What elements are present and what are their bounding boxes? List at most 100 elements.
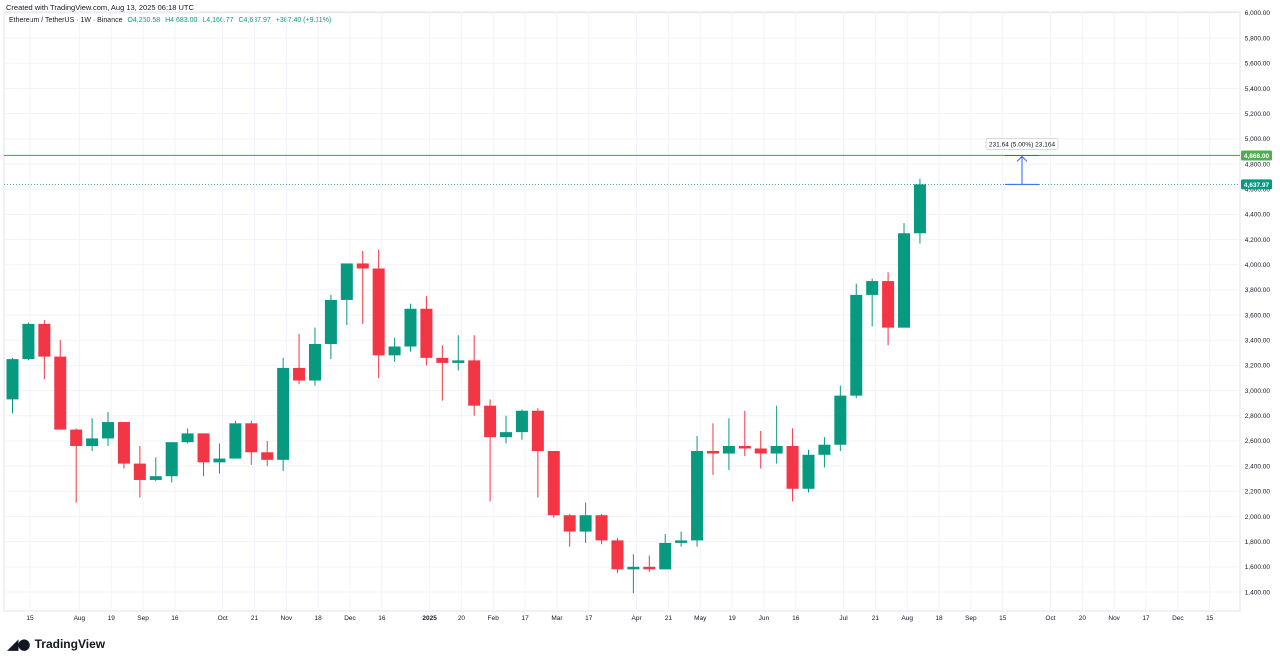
candle-body	[468, 360, 481, 406]
candle-body	[372, 268, 385, 356]
candle	[770, 405, 783, 464]
measure-label: 231.64 (5.00%) 23,164	[989, 141, 1056, 148]
candle-body	[229, 423, 242, 459]
candle-body	[102, 422, 115, 439]
candle	[850, 283, 863, 399]
candle	[388, 337, 401, 362]
time-tick-label: Nov	[281, 615, 293, 622]
candle	[882, 272, 895, 346]
candle-body	[6, 359, 19, 400]
time-tick-label: 15	[999, 615, 1007, 622]
symbol-name[interactable]: Ethereum / TetherUS · 1W · Binance	[9, 17, 123, 24]
candle	[324, 294, 337, 360]
candle-body	[165, 442, 178, 477]
candle-body	[786, 445, 799, 489]
time-tick-label: 21	[251, 615, 259, 622]
candle-body	[324, 299, 337, 345]
time-tick-label: Jun	[759, 615, 770, 622]
candle-body	[340, 263, 353, 300]
time-tick-label: 15	[26, 615, 34, 622]
price-tick-label: 2,200.00	[1245, 489, 1271, 496]
time-tick-label: 17	[1142, 615, 1150, 622]
time-tick-label: 21	[665, 615, 673, 622]
candle	[308, 327, 321, 386]
candle	[802, 449, 815, 493]
candle-body	[770, 445, 783, 454]
candle-body	[181, 433, 194, 443]
candle-body	[261, 452, 274, 460]
candle	[722, 418, 735, 470]
candle-body	[22, 323, 35, 360]
candle	[547, 451, 560, 518]
candle-body	[802, 454, 815, 489]
plot-border	[3, 11, 1241, 612]
candle	[675, 531, 688, 547]
candle-body	[913, 184, 926, 234]
candle	[102, 411, 115, 446]
candle	[913, 178, 926, 244]
candle	[659, 534, 672, 570]
reference-lines	[4, 154, 1240, 185]
time-tick-label: May	[694, 615, 707, 622]
candle	[563, 513, 576, 547]
tradingview-brand[interactable]: ◢● TradingView	[7, 635, 105, 653]
candle	[261, 440, 274, 467]
candles	[6, 178, 926, 594]
low-value: L4,166.77	[202, 17, 234, 24]
candle	[133, 445, 146, 498]
time-tick-label: Dec	[344, 615, 356, 622]
time-tick-label: 16	[378, 615, 386, 622]
candle	[372, 249, 385, 378]
time-tick-label: Aug	[74, 615, 86, 622]
candle	[149, 457, 162, 482]
price-tick-label: 1,800.00	[1245, 539, 1271, 546]
time-tick-label: 16	[792, 615, 800, 622]
price-axis[interactable]: 1,400.00 1,600.00 1,800.00 2,000.00 2,200.00…	[1241, 10, 1272, 596]
time-tick-label: 18	[315, 615, 323, 622]
candle	[197, 433, 210, 477]
candle	[531, 408, 544, 498]
grid-lines	[3, 11, 1241, 612]
candle-body	[882, 281, 895, 328]
candle-body	[754, 448, 767, 454]
candle-body	[675, 540, 688, 543]
candle-body	[643, 566, 656, 570]
candle-body	[452, 360, 465, 363]
candle	[818, 437, 831, 468]
candle-body	[149, 476, 162, 480]
candle-body	[850, 294, 863, 396]
candle-body	[691, 451, 704, 541]
candle-body	[420, 308, 433, 358]
price-tick-label: 2,600.00	[1245, 438, 1271, 445]
candle	[754, 430, 767, 469]
candle-body	[898, 233, 911, 328]
candle	[6, 357, 19, 414]
price-tick-label: 3,400.00	[1245, 338, 1271, 345]
open-value: O4,250.58	[127, 17, 161, 24]
candle	[786, 428, 799, 502]
time-tick-label: 2025	[422, 615, 437, 622]
candle	[420, 296, 433, 366]
candle	[595, 513, 608, 545]
candle	[643, 555, 656, 572]
candle	[738, 410, 751, 457]
measure-tool[interactable]: 231.64 (5.00%) 23,164	[985, 138, 1059, 185]
candle	[706, 423, 719, 475]
time-tick-label: Oct	[218, 615, 228, 622]
candle-body	[308, 344, 321, 381]
price-tick-label: 4,400.00	[1245, 212, 1271, 219]
candle	[436, 345, 449, 401]
candle	[356, 250, 369, 324]
tradingview-logo-icon: ◢●	[7, 635, 31, 653]
time-tick-label: 19	[728, 615, 736, 622]
candle-body	[531, 410, 544, 452]
time-tick-label: Dec	[1172, 615, 1184, 622]
time-tick-label: 19	[108, 615, 116, 622]
price-tick-label: 2,800.00	[1245, 413, 1271, 420]
candle-body	[611, 540, 624, 570]
time-tick-label: 20	[458, 615, 466, 622]
time-tick-label: 17	[522, 615, 530, 622]
candle-body	[515, 410, 528, 433]
time-axis[interactable]: 15 Aug 19 Sep 16 Oct 21 Nov 18 Dec 16 2025 20 Feb 17 Ma…	[26, 615, 1213, 622]
